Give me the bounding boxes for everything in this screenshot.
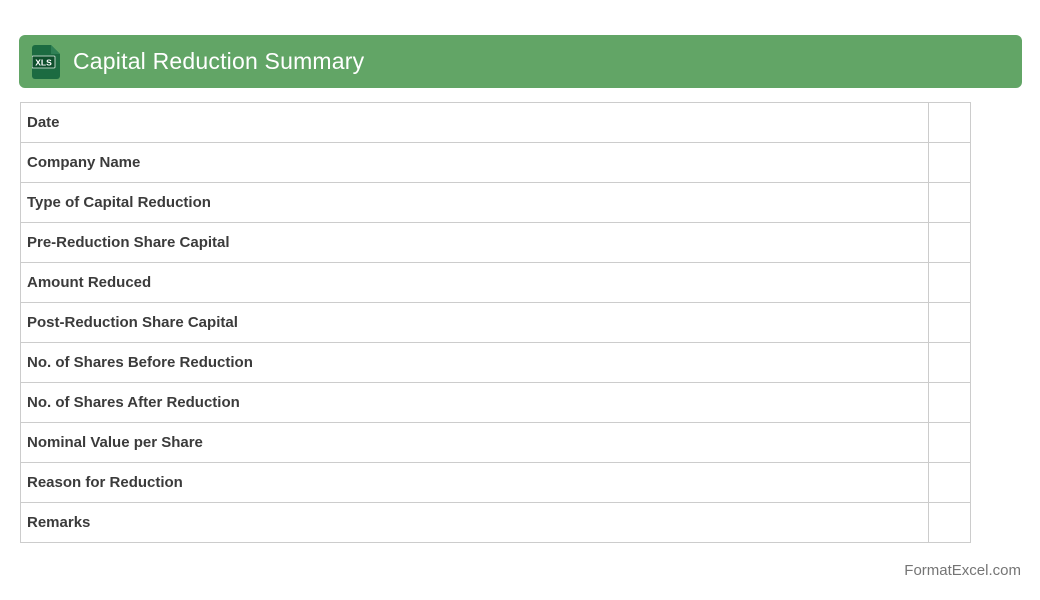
table-row: No. of Shares Before Reduction <box>20 342 971 383</box>
row-value-cell[interactable] <box>928 222 971 263</box>
xls-file-icon: XLS <box>31 44 60 79</box>
row-label: Amount Reduced <box>20 262 929 303</box>
footer-credit: FormatExcel.com <box>904 562 1021 579</box>
row-label: Date <box>20 102 929 143</box>
row-label: Nominal Value per Share <box>20 422 929 463</box>
row-label: Company Name <box>20 142 929 183</box>
row-value-cell[interactable] <box>928 382 971 423</box>
summary-table: Date Company Name Type of Capital Reductio… <box>20 102 971 543</box>
row-value-cell[interactable] <box>928 462 971 503</box>
row-label: No. of Shares Before Reduction <box>20 342 929 383</box>
row-value-cell[interactable] <box>928 502 971 543</box>
header-banner: XLS Capital Reduction Summary <box>19 35 1022 88</box>
row-label: Remarks <box>20 502 929 543</box>
row-label: No. of Shares After Reduction <box>20 382 929 423</box>
row-label: Post-Reduction Share Capital <box>20 302 929 343</box>
row-value-cell[interactable] <box>928 182 971 223</box>
xls-icon-label: XLS <box>35 57 52 67</box>
row-value-cell[interactable] <box>928 342 971 383</box>
row-label: Pre-Reduction Share Capital <box>20 222 929 263</box>
table-row: Nominal Value per Share <box>20 422 971 463</box>
table-row: Reason for Reduction <box>20 462 971 503</box>
table-row: Remarks <box>20 502 971 543</box>
table-row: Amount Reduced <box>20 262 971 303</box>
row-label: Reason for Reduction <box>20 462 929 503</box>
page-title: Capital Reduction Summary <box>73 48 365 74</box>
row-label: Type of Capital Reduction <box>20 182 929 223</box>
row-value-cell[interactable] <box>928 302 971 343</box>
row-value-cell[interactable] <box>928 262 971 303</box>
table-row: Post-Reduction Share Capital <box>20 302 971 343</box>
table-row: Company Name <box>20 142 971 183</box>
table-row: Type of Capital Reduction <box>20 182 971 223</box>
row-value-cell[interactable] <box>928 422 971 463</box>
table-row: No. of Shares After Reduction <box>20 382 971 423</box>
table-row: Date <box>20 102 971 143</box>
row-value-cell[interactable] <box>928 102 971 143</box>
table-row: Pre-Reduction Share Capital <box>20 222 971 263</box>
row-value-cell[interactable] <box>928 142 971 183</box>
